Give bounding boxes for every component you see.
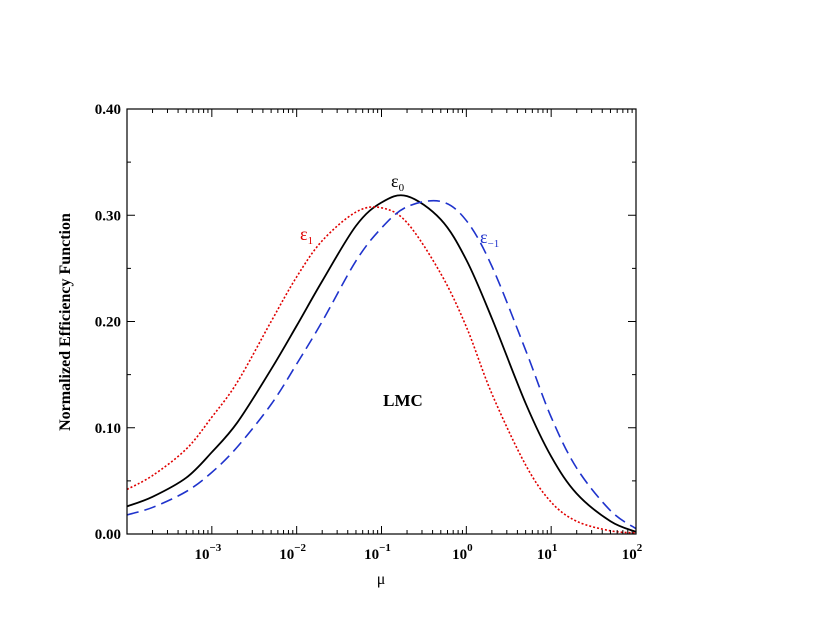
- y-tick-label: 0.20: [95, 315, 121, 331]
- ticks-layer: [127, 108, 637, 535]
- y-tick-label: 0.40: [95, 102, 121, 118]
- labels-layer: 0.00 0.10 0.20 0.30 0.40 10−3 10−2 10−1 100 101 10…: [95, 102, 643, 563]
- series-label-eps0: ε0: [391, 171, 405, 194]
- series-line-0: [126, 194, 637, 533]
- x-tick-label: 101: [537, 542, 558, 563]
- y-axis-label: Normalized Efficiency Function: [57, 213, 74, 431]
- x-tick-label: 10−3: [194, 542, 221, 563]
- annotation-lmc: LMC: [383, 391, 423, 410]
- x-tick-label: 10−1: [364, 542, 391, 563]
- curves-layer: [126, 194, 637, 534]
- x-tick-label: 102: [622, 542, 643, 563]
- y-tick-label: 0.30: [95, 208, 121, 224]
- series-label-eps-1: ε−1: [480, 227, 499, 250]
- series-line-1: [126, 206, 637, 534]
- x-tick-label: 10−2: [279, 542, 306, 563]
- series-label-eps1: ε1: [300, 224, 313, 247]
- y-tick-label: 0.10: [95, 421, 121, 437]
- x-axis-label: μ: [377, 571, 386, 588]
- y-tick-label: 0.00: [95, 527, 121, 543]
- x-tick-label: 100: [452, 542, 473, 563]
- series-line-2: [126, 199, 637, 530]
